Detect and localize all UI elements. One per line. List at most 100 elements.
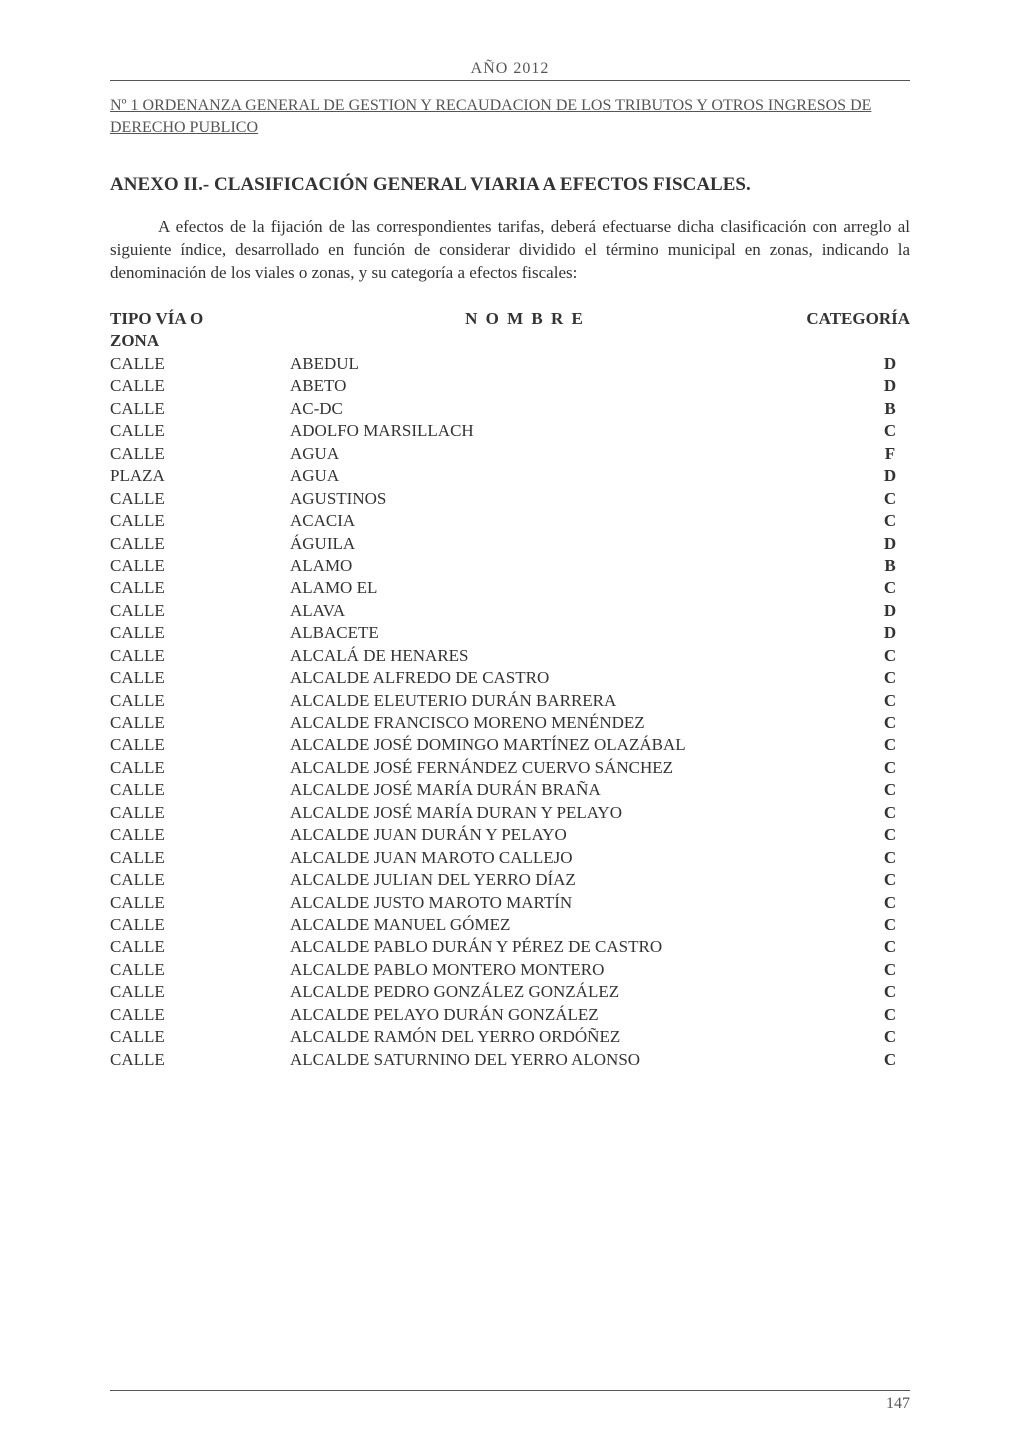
table-row: CALLEALCALDE PABLO DURÁN Y PÉREZ DE CAST…	[110, 936, 910, 958]
cell-nombre: ALCALDE PABLO DURÁN Y PÉREZ DE CASTRO	[290, 936, 870, 958]
cell-tipo: CALLE	[110, 443, 290, 465]
cell-tipo: PLAZA	[110, 465, 290, 487]
table-row: CALLEALCALDE JOSÉ MARÍA DURÁN BRAÑAC	[110, 779, 910, 801]
table-row: CALLEALCALDE MANUEL GÓMEZC	[110, 914, 910, 936]
cell-cat: D	[870, 465, 910, 487]
page-number: 147	[886, 1395, 910, 1412]
year-line: AÑO 2012	[110, 60, 910, 81]
cell-cat: F	[870, 443, 910, 465]
cell-cat: C	[870, 1049, 910, 1071]
cell-nombre: AGUA	[290, 465, 870, 487]
cell-tipo: CALLE	[110, 824, 290, 846]
cell-cat: C	[870, 734, 910, 756]
cell-cat: C	[870, 690, 910, 712]
cell-nombre: ACACIA	[290, 510, 870, 532]
cell-cat: C	[870, 802, 910, 824]
cell-tipo: CALLE	[110, 622, 290, 644]
table-row: CALLEALBACETED	[110, 622, 910, 644]
cell-cat: C	[870, 645, 910, 667]
cell-nombre: ALCALDE RAMÓN DEL YERRO ORDÓÑEZ	[290, 1026, 870, 1048]
cell-nombre: ALCALDE JOSÉ MARÍA DURÁN BRAÑA	[290, 779, 870, 801]
cell-cat: C	[870, 1026, 910, 1048]
cell-tipo: CALLE	[110, 353, 290, 375]
cell-nombre: ALCALDE PELAYO DURÁN GONZÁLEZ	[290, 1004, 870, 1026]
cell-cat: D	[870, 622, 910, 644]
table-row: CALLEALCALDE JUAN DURÁN Y PELAYOC	[110, 824, 910, 846]
cell-cat: C	[870, 936, 910, 958]
table-row: CALLEALCALDE SATURNINO DEL YERRO ALONSOC	[110, 1049, 910, 1071]
cell-cat: C	[870, 981, 910, 1003]
cell-tipo: CALLE	[110, 690, 290, 712]
header-tipo: TIPO VÍA O	[110, 309, 290, 329]
cell-cat: C	[870, 667, 910, 689]
table-row: CALLEALCALDE FRANCISCO MORENO MENÉNDEZC	[110, 712, 910, 734]
cell-tipo: CALLE	[110, 734, 290, 756]
cell-nombre: ÁGUILA	[290, 533, 870, 555]
table-row: CALLEALCALDE RAMÓN DEL YERRO ORDÓÑEZC	[110, 1026, 910, 1048]
table-row: CALLEÁGUILAD	[110, 533, 910, 555]
cell-nombre: AC-DC	[290, 398, 870, 420]
document-page: AÑO 2012 Nº 1 ORDENANZA GENERAL DE GESTI…	[0, 0, 1020, 1443]
table-row: CALLEADOLFO MARSILLACHC	[110, 420, 910, 442]
cell-tipo: CALLE	[110, 667, 290, 689]
cell-tipo: CALLE	[110, 802, 290, 824]
header-categoria: CATEGORÍA	[760, 309, 910, 329]
cell-cat: C	[870, 914, 910, 936]
table-row: CALLEALAMO ELC	[110, 577, 910, 599]
table-row: CALLEALCALDE JOSÉ FERNÁNDEZ CUERVO SÁNCH…	[110, 757, 910, 779]
cell-tipo: CALLE	[110, 1026, 290, 1048]
cell-tipo: CALLE	[110, 712, 290, 734]
cell-nombre: ALCALDE JULIAN DEL YERRO DÍAZ	[290, 869, 870, 891]
table-row: CALLEALCALDE JOSÉ DOMINGO MARTÍNEZ OLAZÁ…	[110, 734, 910, 756]
table-row: CALLEALCALDE JULIAN DEL YERRO DÍAZC	[110, 869, 910, 891]
cell-nombre: ALCALDE JOSÉ MARÍA DURAN Y PELAYO	[290, 802, 870, 824]
table-row: PLAZAAGUAD	[110, 465, 910, 487]
table-row: CALLEALCALDE PEDRO GONZÁLEZ GONZÁLEZC	[110, 981, 910, 1003]
cell-cat: C	[870, 824, 910, 846]
intro-text: A efectos de la fijación de las correspo…	[110, 217, 910, 282]
cell-cat: C	[870, 847, 910, 869]
table-row: CALLEALCALDE PABLO MONTERO MONTEROC	[110, 959, 910, 981]
table-row: CALLEALCALDE JUSTO MAROTO MARTÍNC	[110, 892, 910, 914]
cell-cat: C	[870, 959, 910, 981]
cell-cat: B	[870, 555, 910, 577]
table-row: CALLEALCALDE ALFREDO DE CASTROC	[110, 667, 910, 689]
table-row: CALLEALCALÁ DE HENARESC	[110, 645, 910, 667]
cell-nombre: AGUSTINOS	[290, 488, 870, 510]
cell-cat: D	[870, 533, 910, 555]
cell-tipo: CALLE	[110, 645, 290, 667]
cell-tipo: CALLE	[110, 779, 290, 801]
ordinance-header: Nº 1 ORDENANZA GENERAL DE GESTION Y RECA…	[110, 95, 910, 138]
header-nombre: N O M B R E	[290, 309, 760, 329]
table-row: CALLEAC-DCB	[110, 398, 910, 420]
table-body: CALLEABEDULD CALLEABETOD CALLEAC-DCB CAL…	[110, 353, 910, 1071]
cell-tipo: CALLE	[110, 375, 290, 397]
cell-cat: D	[870, 353, 910, 375]
cell-nombre: ALCALDE SATURNINO DEL YERRO ALONSO	[290, 1049, 870, 1071]
cell-nombre: ALAMO EL	[290, 577, 870, 599]
table-row: CALLEALAVAD	[110, 600, 910, 622]
cell-nombre: ABEDUL	[290, 353, 870, 375]
cell-nombre: ADOLFO MARSILLACH	[290, 420, 870, 442]
cell-nombre: ALCALDE PEDRO GONZÁLEZ GONZÁLEZ	[290, 981, 870, 1003]
cell-nombre: ALCALDE FRANCISCO MORENO MENÉNDEZ	[290, 712, 870, 734]
cell-cat: C	[870, 869, 910, 891]
cell-cat: C	[870, 757, 910, 779]
cell-cat: C	[870, 779, 910, 801]
cell-nombre: ALCALDE ELEUTERIO DURÁN BARRERA	[290, 690, 870, 712]
cell-nombre: ALCALDE JUAN DURÁN Y PELAYO	[290, 824, 870, 846]
cell-cat: C	[870, 510, 910, 532]
cell-nombre: AGUA	[290, 443, 870, 465]
cell-cat: B	[870, 398, 910, 420]
cell-nombre: ABETO	[290, 375, 870, 397]
table-row: CALLEALAMOB	[110, 555, 910, 577]
cell-cat: C	[870, 892, 910, 914]
cell-cat: C	[870, 712, 910, 734]
cell-nombre: ALCALÁ DE HENARES	[290, 645, 870, 667]
table-row: CALLEABEDULD	[110, 353, 910, 375]
cell-tipo: CALLE	[110, 892, 290, 914]
table-row: CALLEALCALDE JOSÉ MARÍA DURAN Y PELAYOC	[110, 802, 910, 824]
cell-nombre: ALCALDE PABLO MONTERO MONTERO	[290, 959, 870, 981]
cell-tipo: CALLE	[110, 420, 290, 442]
cell-nombre: ALCALDE JUAN MAROTO CALLEJO	[290, 847, 870, 869]
